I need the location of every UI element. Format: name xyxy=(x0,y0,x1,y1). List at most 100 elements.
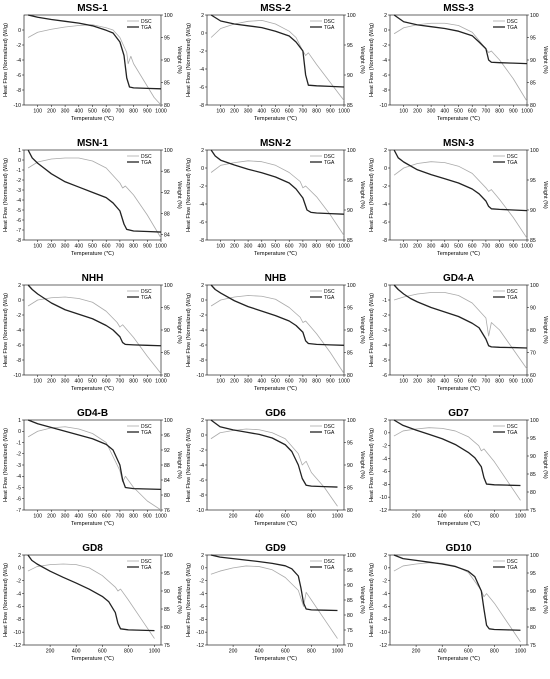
x-tick-label: 300 xyxy=(61,109,70,115)
x-tick-label: 900 xyxy=(509,109,518,115)
y-tick-label: -10 xyxy=(380,495,388,501)
y2-axis-label: Weight (%) xyxy=(176,46,182,74)
x-tick-label: 1000 xyxy=(332,514,344,520)
y2-tick-label: 100 xyxy=(347,13,356,19)
legend-label-tga: TGA xyxy=(141,25,152,31)
y2-tick-label: 75 xyxy=(347,628,353,634)
y-tick-label: -2 xyxy=(16,579,21,585)
x-tick-label: 500 xyxy=(271,109,280,115)
y-axis-label: Heat Flow (Normalized) (W/g) xyxy=(369,23,375,97)
y-tick-label: -6 xyxy=(199,604,204,610)
y2-tick-label: 90 xyxy=(347,463,353,469)
chart-title: GD7 xyxy=(448,408,469,419)
dsc-series-line xyxy=(393,562,521,643)
y-tick-label: -2 xyxy=(382,444,387,450)
x-tick-label: 400 xyxy=(440,244,449,250)
x-tick-label: 600 xyxy=(102,244,111,250)
x-tick-label: 600 xyxy=(102,379,111,385)
y-axis-label: Heat Flow (Normalized) (W/g) xyxy=(3,563,9,637)
y-tick-label: 0 xyxy=(18,429,21,435)
y-tick-label: -10 xyxy=(14,103,22,109)
y-tick-label: -10 xyxy=(380,103,388,109)
y-tick-label: -2 xyxy=(382,184,387,190)
x-tick-label: 100 xyxy=(216,379,225,385)
y-tick-label: 2 xyxy=(384,148,387,154)
y-tick-label: -10 xyxy=(197,373,205,379)
y-tick-label: -4 xyxy=(199,67,204,73)
y-tick-label: -8 xyxy=(16,88,21,94)
y2-tick-label: 85 xyxy=(530,80,536,86)
x-tick-label: 800 xyxy=(495,244,504,250)
y-axis-label: Heat Flow (Normalized) (W/g) xyxy=(3,23,9,97)
x-tick-label: 900 xyxy=(326,244,335,250)
y2-tick-label: 92 xyxy=(164,448,170,454)
y2-tick-label: 95 xyxy=(164,305,170,311)
x-axis-label: Temperature (℃) xyxy=(71,656,114,662)
y-tick-label: -4 xyxy=(199,328,204,334)
y2-tick-label: 100 xyxy=(347,553,356,559)
x-tick-label: 100 xyxy=(216,244,225,250)
chart-panel: GD4-B 100 200 300 400 500 600 700 800 900 1000 1 0 -1… xyxy=(3,408,182,527)
y-tick-label: -12 xyxy=(380,508,388,514)
legend-label-dsc: DSC xyxy=(324,289,335,295)
y-tick-label: -4 xyxy=(382,202,387,208)
x-axis-label: Temperature (℃) xyxy=(437,251,480,257)
x-tick-label: 400 xyxy=(440,109,449,115)
y2-tick-label: 90 xyxy=(347,73,353,79)
x-tick-label: 400 xyxy=(74,109,83,115)
x-tick-label: 400 xyxy=(72,649,81,655)
legend-label-tga: TGA xyxy=(507,295,518,301)
y2-tick-label: 90 xyxy=(347,208,353,214)
tga-series-line xyxy=(210,419,338,488)
x-tick-label: 900 xyxy=(143,109,152,115)
x-tick-label: 200 xyxy=(47,514,56,520)
x-tick-label: 600 xyxy=(102,109,111,115)
x-axis-label: Temperature (℃) xyxy=(254,521,297,527)
x-tick-label: 600 xyxy=(102,514,111,520)
legend-label-dsc: DSC xyxy=(507,559,518,565)
y2-axis-label: Weight (%) xyxy=(176,316,182,344)
x-axis-label: Temperature (℃) xyxy=(437,116,480,122)
y2-tick-label: 90 xyxy=(164,328,170,334)
tga-series-line xyxy=(393,14,528,65)
x-tick-label: 600 xyxy=(468,109,477,115)
y2-tick-label: 85 xyxy=(164,80,170,86)
y-axis-label: Heat Flow (Normalized) (W/g) xyxy=(186,23,192,97)
y-tick-label: -6 xyxy=(16,497,21,503)
x-tick-label: 900 xyxy=(143,244,152,250)
y2-axis-label: Weight (%) xyxy=(542,46,548,74)
y-tick-label: -6 xyxy=(199,478,204,484)
x-tick-label: 800 xyxy=(129,244,138,250)
y-tick-label: -4 xyxy=(16,474,21,480)
tga-series-line xyxy=(393,419,521,487)
x-tick-label: 300 xyxy=(244,379,253,385)
tga-series-line xyxy=(393,149,528,212)
x-tick-label: 800 xyxy=(307,649,316,655)
y-axis-label: Heat Flow (Normalized) (W/g) xyxy=(186,293,192,367)
y-axis-label: Heat Flow (Normalized) (W/g) xyxy=(186,428,192,502)
y-tick-label: -10 xyxy=(380,630,388,636)
x-tick-label: 500 xyxy=(271,379,280,385)
y-tick-label: -8 xyxy=(199,493,204,499)
y2-tick-label: 90 xyxy=(164,589,170,595)
y2-tick-label: 80 xyxy=(530,625,536,631)
y-tick-label: -8 xyxy=(16,358,21,364)
y-tick-label: 0 xyxy=(201,298,204,304)
y2-tick-label: 95 xyxy=(347,440,353,446)
plot-frame xyxy=(23,554,162,646)
x-tick-label: 1000 xyxy=(515,514,527,520)
y2-tick-label: 85 xyxy=(347,350,353,356)
chart-panel: MSS-2 100 200 300 400 500 600 700 800 900 1000 2 0 -2… xyxy=(186,3,365,122)
x-tick-label: 100 xyxy=(33,379,42,385)
y-axis-label: Heat Flow (Normalized) (W/g) xyxy=(186,158,192,232)
x-tick-label: 700 xyxy=(116,379,125,385)
x-axis-label: Temperature (℃) xyxy=(254,251,297,257)
y2-tick-label: 100 xyxy=(530,553,539,559)
y2-tick-label: 100 xyxy=(530,283,539,289)
x-tick-label: 700 xyxy=(116,109,125,115)
y-tick-label: -4 xyxy=(16,58,21,64)
y2-axis-label: Weight (%) xyxy=(542,451,548,479)
y2-tick-label: 85 xyxy=(164,350,170,356)
x-tick-label: 800 xyxy=(312,109,321,115)
chart-title: MSS-1 xyxy=(77,3,108,14)
